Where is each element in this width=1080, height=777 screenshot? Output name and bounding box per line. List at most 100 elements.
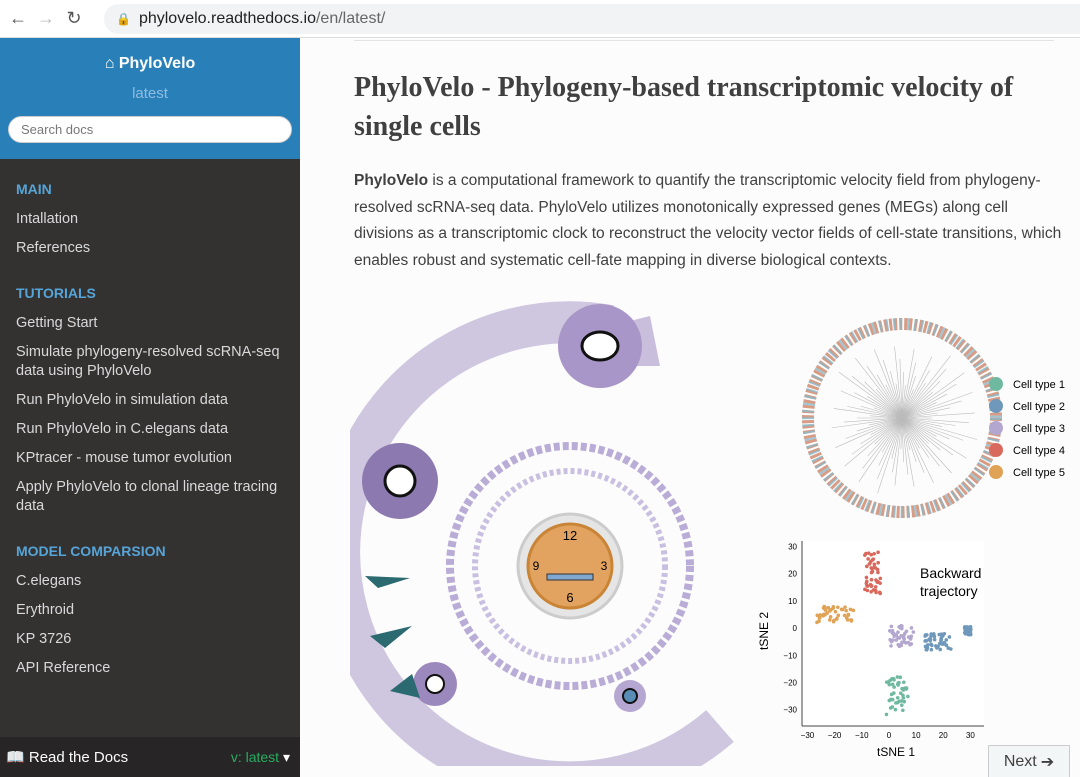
sidebar-item[interactable]: KPtracer - mouse tumor evolution xyxy=(16,450,232,466)
back-icon[interactable]: ← xyxy=(9,8,27,28)
tsne-point xyxy=(878,581,882,585)
tsne-point xyxy=(900,703,904,707)
tree-branch xyxy=(864,381,903,419)
tsne-point xyxy=(828,615,833,619)
tsne-point xyxy=(888,706,893,710)
tree-branch xyxy=(876,374,903,419)
tsne-point xyxy=(904,687,909,691)
tsne-point xyxy=(875,567,880,572)
tsne-point xyxy=(835,616,839,621)
sidebar-item[interactable]: API Reference xyxy=(16,660,111,676)
tree-branch xyxy=(901,417,964,441)
tsne-point xyxy=(872,562,877,567)
tsne-point xyxy=(827,609,832,613)
reload-icon[interactable]: ↻ xyxy=(66,8,82,28)
sidebar-item[interactable]: Run PhyloVelo in C.elegans data xyxy=(16,421,229,437)
tsne-plot: Backward trajectory tSNE 1 tSNE 2 −30 −20… xyxy=(757,541,984,759)
tsne-point xyxy=(876,560,880,565)
spiral-band xyxy=(350,301,734,766)
tsne-point xyxy=(869,577,874,582)
x-tick: 0 xyxy=(887,731,892,740)
next-button[interactable]: Next ➔ xyxy=(988,745,1070,777)
tsne-point xyxy=(822,604,827,609)
tsne-point xyxy=(890,697,895,702)
tsne-point xyxy=(893,707,898,712)
sidebar: ⌂ PhyloVelo latest Search docs MAIN Intal… xyxy=(0,38,300,777)
tsne-point xyxy=(887,629,892,633)
tsne-point xyxy=(930,643,934,648)
tree-branch xyxy=(881,417,903,453)
sidebar-item[interactable]: References xyxy=(16,240,91,256)
tsne-point xyxy=(911,630,916,634)
forward-icon[interactable]: → xyxy=(37,8,55,28)
tsne-point xyxy=(898,691,903,695)
tsne-point xyxy=(904,629,909,634)
legend-swatch xyxy=(989,377,1003,391)
tsne-point xyxy=(873,585,878,589)
tsne-point xyxy=(835,605,840,610)
url-path: /en/latest/ xyxy=(315,10,386,27)
tree-branch xyxy=(866,365,903,419)
legend-label: Cell type 1 xyxy=(1013,379,1065,391)
tree-branch xyxy=(838,371,903,419)
tree-branch xyxy=(901,417,925,473)
tsne-point xyxy=(908,637,913,641)
tree-branch xyxy=(901,356,933,419)
sidebar-item[interactable]: Simulate phylogeny-resolved scRNA-seq da… xyxy=(16,344,280,379)
tsne-point xyxy=(892,678,896,682)
sidebar-item[interactable]: Intallation xyxy=(16,211,79,227)
tree-branch xyxy=(858,417,903,483)
tree-branch xyxy=(851,417,903,455)
sidebar-item[interactable]: Run PhyloVelo in simulation data xyxy=(16,392,228,408)
tsne-point xyxy=(890,630,895,635)
tsne-point xyxy=(895,695,900,700)
tsne-point xyxy=(817,615,822,620)
clock-6: 6 xyxy=(566,590,573,605)
rtd-label: Read the Docs xyxy=(28,749,129,766)
tsne-point xyxy=(899,626,904,631)
tsne-point xyxy=(898,675,903,680)
tsne-point xyxy=(929,647,934,652)
tsne-point xyxy=(900,640,904,645)
x-tick: 20 xyxy=(939,731,948,740)
tree-branch xyxy=(901,417,952,474)
tree-branch xyxy=(901,402,937,419)
tsne-point xyxy=(968,625,973,629)
tsne-point xyxy=(909,642,914,646)
tsne-point xyxy=(876,570,880,575)
sidebar-item[interactable]: KP 3726 xyxy=(16,631,72,647)
tree-branch xyxy=(875,388,903,419)
tsne-point xyxy=(889,639,894,644)
version-selector[interactable]: v: latest xyxy=(230,748,280,765)
tree-branch xyxy=(901,372,904,419)
rtd-footer[interactable]: 📖 Read the Docs v: latest ▾ xyxy=(0,737,300,777)
home-link[interactable]: ⌂ PhyloVelo xyxy=(0,55,300,73)
tree-branch xyxy=(901,417,915,487)
tree-branch xyxy=(901,372,965,419)
tree-branch xyxy=(901,417,978,440)
tree-branch xyxy=(874,349,903,419)
tsne-point xyxy=(925,648,929,652)
tree-branch xyxy=(835,417,903,448)
tree-branch xyxy=(901,412,975,419)
tree-branch xyxy=(833,408,903,419)
arrow-circle-right-icon: ➔ xyxy=(1040,753,1055,771)
sidebar-item[interactable]: Apply PhyloVelo to clonal lineage tracin… xyxy=(16,479,278,514)
y-tick: 10 xyxy=(788,597,797,606)
sidebar-item[interactable]: C.elegans xyxy=(16,573,82,589)
tsne-point xyxy=(846,613,851,617)
tsne-point xyxy=(818,613,823,617)
tsne-point xyxy=(932,637,937,642)
address-bar[interactable]: 🔒 phylovelo.readthedocs.io/en/latest/ xyxy=(104,4,1080,34)
tree-branch xyxy=(867,396,903,419)
page-title: PhyloVelo - Phylogeny-based transcriptom… xyxy=(354,72,1014,142)
tsne-point xyxy=(906,694,910,699)
sidebar-item[interactable]: Getting Start xyxy=(16,315,98,331)
tree-branch xyxy=(878,417,903,466)
tree-branch xyxy=(844,417,903,423)
tree-branch xyxy=(899,359,903,419)
book-icon: 📖 xyxy=(6,749,25,766)
tsne-point xyxy=(932,634,937,639)
sidebar-item[interactable]: Erythroid xyxy=(16,602,75,618)
search-input[interactable]: Search docs xyxy=(8,116,292,143)
